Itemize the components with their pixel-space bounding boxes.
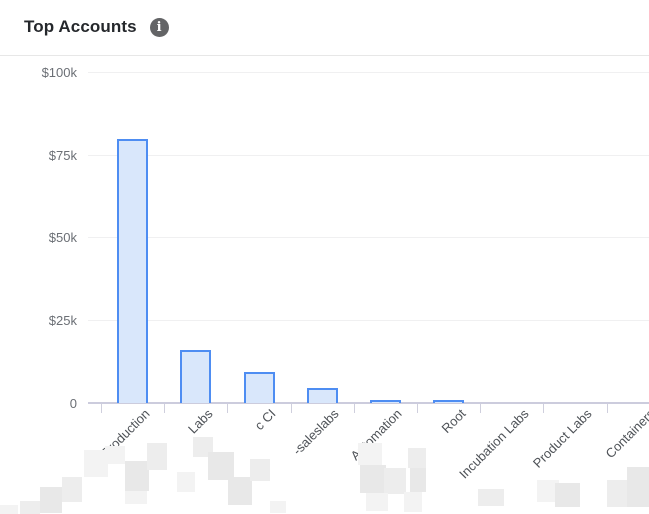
gridline bbox=[88, 237, 649, 239]
header-divider bbox=[0, 55, 649, 56]
x-axis-tick bbox=[353, 404, 355, 413]
redacted-label-patch bbox=[360, 465, 386, 493]
y-axis-tick-label: $25k bbox=[48, 312, 77, 328]
bar-root[interactable] bbox=[433, 399, 465, 403]
redacted-label-patch bbox=[404, 492, 422, 512]
card-title: Top Accounts bbox=[24, 17, 137, 36]
gridline bbox=[88, 72, 649, 73]
redacted-label-patch bbox=[84, 450, 108, 477]
redacted-label-patch bbox=[62, 477, 82, 502]
y-axis-tick-label: $50k bbox=[48, 230, 77, 246]
bar-labs[interactable] bbox=[180, 350, 212, 403]
x-axis-line bbox=[88, 402, 649, 404]
redacted-label-patch bbox=[177, 472, 195, 492]
redacted-label-patch bbox=[147, 443, 167, 470]
x-axis-tick bbox=[101, 404, 102, 413]
x-axis-tick bbox=[543, 404, 545, 413]
x-axis-tick bbox=[480, 404, 482, 413]
y-axis-tick-label: $100k bbox=[41, 65, 77, 80]
x-axis-label: Containers bbox=[602, 406, 649, 462]
x-axis-tick bbox=[417, 404, 418, 413]
redacted-label-patch bbox=[250, 459, 270, 481]
redacted-label-patch bbox=[627, 467, 649, 507]
card-header: Top Accounts i bbox=[24, 17, 169, 37]
redacted-label-patch bbox=[537, 480, 559, 502]
redacted-label-patch bbox=[270, 501, 286, 513]
bar-c-ci[interactable] bbox=[243, 371, 275, 403]
x-axis-label: Root bbox=[438, 406, 469, 437]
x-axis-tick bbox=[606, 404, 608, 413]
x-axis-label: Product Labs bbox=[529, 406, 595, 471]
bar-production[interactable] bbox=[117, 138, 149, 403]
x-axis-tick bbox=[290, 404, 292, 413]
redacted-label-patch bbox=[40, 487, 62, 513]
redacted-label-patch bbox=[208, 452, 234, 480]
redacted-label-patch bbox=[478, 489, 504, 506]
redacted-label-patch bbox=[0, 505, 18, 514]
x-axis-label: Labs bbox=[184, 406, 216, 437]
bar--saleslabs[interactable] bbox=[306, 388, 338, 403]
gridline bbox=[88, 154, 649, 156]
y-axis-tick-label: $75k bbox=[48, 147, 77, 163]
redacted-label-patch bbox=[125, 461, 149, 491]
info-icon[interactable]: i bbox=[149, 17, 169, 37]
redacted-label-patch bbox=[607, 480, 627, 507]
redacted-label-patch bbox=[228, 477, 252, 505]
x-axis-tick bbox=[164, 404, 166, 413]
redacted-label-patch bbox=[366, 493, 388, 511]
bar-automation[interactable] bbox=[369, 399, 401, 403]
x-axis-label: c CI bbox=[251, 406, 279, 433]
redacted-label-patch bbox=[20, 501, 40, 514]
redacted-label-patch bbox=[105, 446, 125, 464]
redacted-label-patch bbox=[358, 443, 382, 465]
x-axis-label: -saleslabs bbox=[289, 406, 342, 458]
x-axis-tick bbox=[227, 404, 229, 413]
y-axis-tick-label: 0 bbox=[69, 395, 77, 411]
redacted-label-patch bbox=[408, 448, 426, 468]
redacted-label-patch bbox=[125, 491, 147, 504]
redacted-label-patch bbox=[384, 468, 406, 494]
redacted-label-patch bbox=[555, 483, 580, 507]
gridline bbox=[88, 319, 649, 321]
redacted-label-patch bbox=[410, 468, 426, 492]
